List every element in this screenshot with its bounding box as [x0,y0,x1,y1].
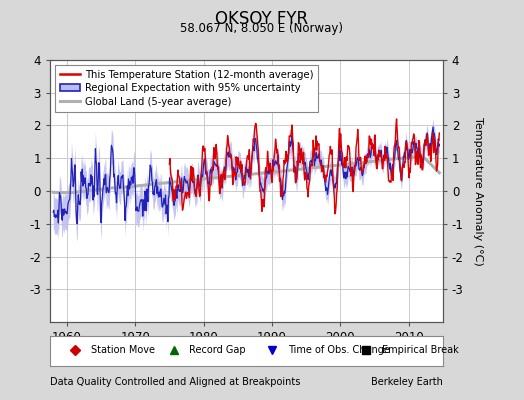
Text: Record Gap: Record Gap [189,345,246,355]
Text: Station Move: Station Move [91,345,155,355]
Text: OKSOY FYR: OKSOY FYR [215,10,309,28]
Text: 58.067 N, 8.050 E (Norway): 58.067 N, 8.050 E (Norway) [180,22,344,35]
Text: Empirical Break: Empirical Break [382,345,458,355]
Legend: This Temperature Station (12-month average), Regional Expectation with 95% uncer: This Temperature Station (12-month avera… [55,65,318,112]
Text: Berkeley Earth: Berkeley Earth [371,377,443,387]
Y-axis label: Temperature Anomaly (°C): Temperature Anomaly (°C) [473,117,483,265]
Text: Time of Obs. Change: Time of Obs. Change [288,345,389,355]
Text: Data Quality Controlled and Aligned at Breakpoints: Data Quality Controlled and Aligned at B… [50,377,300,387]
